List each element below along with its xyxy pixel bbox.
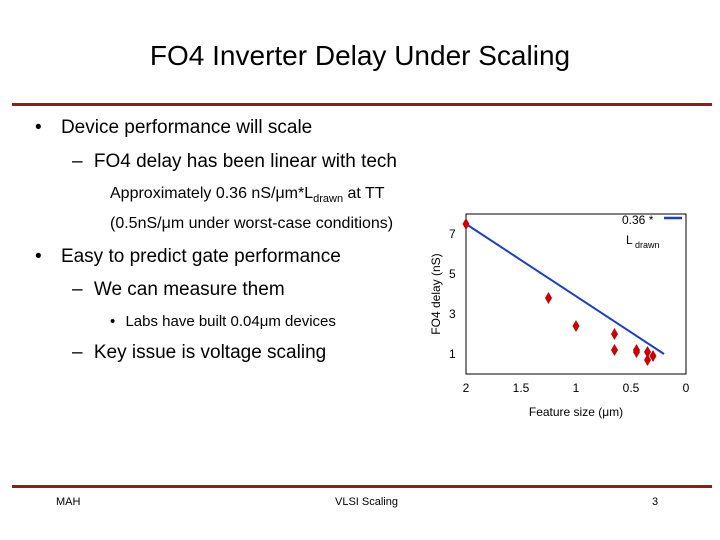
y-tick-label: 7 [449,227,456,241]
y-axis-ticks: 1 3 5 7 [449,227,456,361]
data-points [462,218,657,366]
approx-sub: drawn [313,193,344,206]
subbullet-text: We can measure them [93,279,285,300]
worst-case-text1: (0.5nS/ [110,215,162,232]
labs-text1: Labs have built 0.04 [125,313,260,330]
footer-divider [12,485,712,488]
subbullet-measure: – We can measure them [72,279,285,301]
approx-mu: μ [275,185,285,202]
subbullet-text: FO4 delay has been linear with tech [93,151,397,172]
subbullet-marker: – [72,279,83,300]
bullet-easy-predict: • Easy to predict gate performance [35,246,341,268]
data-point [572,320,580,332]
labs-devices-line: • Labs have built 0.04μm devices [110,313,336,330]
legend-l: L [626,233,633,247]
footer-page-number: 3 [652,496,659,508]
x-tick-label: 0.5 [623,381,640,395]
data-point [462,218,470,230]
bullet-device-performance: • Device performance will scale [35,117,312,139]
data-point [644,346,651,358]
data-point [611,344,618,356]
data-point [611,328,618,340]
bullet-text: Device performance will scale [60,117,313,138]
data-point [633,346,640,358]
approx-delay-line: Approximately 0.36 nS/μm*Ldrawn at TT [110,185,385,205]
subbullet-fo4-linear: – FO4 delay has been linear with tech [72,151,397,173]
fit-line-group [465,223,665,355]
y-tick-label: 1 [449,347,456,361]
title-divider [12,103,712,106]
bullet-marker: • [35,117,42,138]
approx-mid: S/ [260,185,276,202]
footer-author: MAH [56,496,81,508]
legend-sub: drawn [635,240,660,250]
bullet-text: Easy to predict gate performance [60,246,341,267]
worst-case-line: (0.5nS/μm under worst-case conditions) [110,215,393,233]
plot-frame [465,213,687,375]
y-tick-label: 3 [449,307,456,321]
x-tick-label: 2 [463,381,470,395]
legend-label: 0.36 * [622,213,654,227]
footer-course: VLSI Scaling [335,496,398,508]
worst-case-text2: m under worst-case conditions) [170,215,394,232]
data-point [545,292,552,304]
subbullet-marker: – [72,342,83,363]
subbullet-text: Key issue is voltage scaling [93,342,327,363]
subbullet-voltage: – Key issue is voltage scaling [72,342,326,364]
fit-line [465,223,665,355]
approx-after: m*L [284,185,314,202]
x-tick-label: 0 [683,381,690,395]
data-point [644,354,651,366]
y-tick-label: 5 [449,267,456,281]
data-point [649,350,657,362]
labs-mu: μ [259,313,269,330]
slide-title: FO4 Inverter Delay Under Scaling [149,40,571,71]
x-axis-label: Feature size (μm) [529,405,623,419]
x-tick-label: 1.5 [513,381,530,395]
worst-case-mu: μ [161,215,171,232]
x-tick-label: 1 [573,381,580,395]
legend: 0.36 * L drawn [622,213,682,250]
y-axis-label: FO4 delay (nS) [429,253,443,334]
labs-text2: m devices [268,313,336,330]
approx-prefix: Approximately 0.36 n [110,185,261,202]
subbullet-marker: – [72,151,83,172]
labs-marker: • [110,313,116,330]
approx-suffix: at TT [343,185,385,202]
x-axis-ticks: 2 1.5 1 0.5 0 [463,381,690,395]
bullet-marker: • [35,246,42,267]
